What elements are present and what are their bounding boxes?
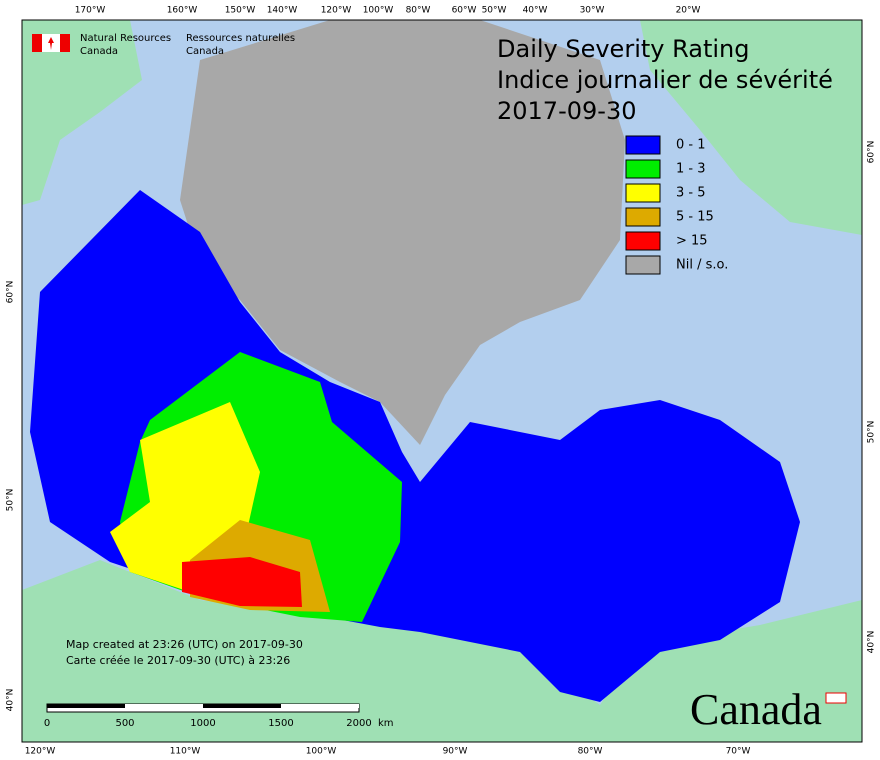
lat-label: 40°N xyxy=(867,631,877,654)
lat-label: 50°N xyxy=(867,421,877,444)
map-title: Indice journalier de sévérité xyxy=(497,66,833,94)
lon-label: 40°W xyxy=(523,6,548,16)
agency-fr: Ressources naturelles xyxy=(186,33,295,44)
legend-swatch xyxy=(625,207,661,227)
lon-label: 110°W xyxy=(170,747,201,757)
maple-leaf xyxy=(48,37,54,50)
scale-segment xyxy=(125,704,203,708)
map-title: 2017-09-30 xyxy=(497,97,636,125)
lon-label: 150°W xyxy=(225,6,256,16)
legend-swatch xyxy=(625,255,661,275)
lon-label: 120°W xyxy=(25,747,56,757)
arctic-nil xyxy=(180,20,625,445)
agency-en: Canada xyxy=(80,46,118,57)
legend-label: 0 - 1 xyxy=(676,138,706,153)
greenland xyxy=(640,20,862,235)
lon-label: 90°W xyxy=(443,747,468,757)
scale-label: 500 xyxy=(115,718,134,729)
map-note: Map created at 23:26 (UTC) on 2017-09-30 xyxy=(66,638,303,651)
lat-label: 60°N xyxy=(6,281,16,304)
legend-swatch xyxy=(625,135,661,155)
legend-swatch xyxy=(625,183,661,203)
flag-right xyxy=(60,34,70,52)
lat-label: 40°N xyxy=(6,689,16,712)
legend-label: 1 - 3 xyxy=(676,162,706,177)
agency-en: Natural Resources xyxy=(80,33,171,44)
lon-label: 160°W xyxy=(167,6,198,16)
lon-label: 140°W xyxy=(267,6,298,16)
frame xyxy=(21,19,863,743)
scale-segment xyxy=(47,704,125,708)
lon-label: 100°W xyxy=(363,6,394,16)
lon-label: 50°W xyxy=(482,6,507,16)
legend-label: Nil / s.o. xyxy=(676,258,728,273)
scale-label: 1000 xyxy=(190,718,215,729)
alaska xyxy=(22,20,142,205)
lat-label: 60°N xyxy=(867,141,877,164)
legend-swatch xyxy=(625,159,661,179)
agency-fr: Canada xyxy=(186,46,224,57)
scale-label: 2000 xyxy=(346,718,371,729)
wordmark: Canada xyxy=(690,685,822,734)
wordmark-flag xyxy=(825,692,847,704)
legend-label: 5 - 15 xyxy=(676,210,714,225)
lon-label: 100°W xyxy=(306,747,337,757)
scale-segment xyxy=(203,704,281,708)
lat-label: 50°N xyxy=(6,489,16,512)
lon-label: 70°W xyxy=(726,747,751,757)
lon-label: 20°W xyxy=(676,6,701,16)
map-title: Daily Severity Rating xyxy=(497,35,749,63)
lon-label: 80°W xyxy=(406,6,431,16)
scale-unit: km xyxy=(378,718,394,729)
legend-label: 3 - 5 xyxy=(676,186,706,201)
lon-label: 80°W xyxy=(578,747,603,757)
lon-label: 60°W xyxy=(452,6,477,16)
scale-label: 0 xyxy=(44,718,50,729)
lon-label: 170°W xyxy=(75,6,106,16)
lon-label: 30°W xyxy=(580,6,605,16)
legend-swatch xyxy=(625,231,661,251)
flag-left xyxy=(32,34,42,52)
zone-over-15 xyxy=(182,557,302,607)
scale-segment xyxy=(281,704,359,708)
lon-label: 120°W xyxy=(321,6,352,16)
scale-label: 1500 xyxy=(268,718,293,729)
legend-label: > 15 xyxy=(676,234,708,249)
map-note: Carte créée le 2017-09-30 (UTC) à 23:26 xyxy=(66,654,290,667)
